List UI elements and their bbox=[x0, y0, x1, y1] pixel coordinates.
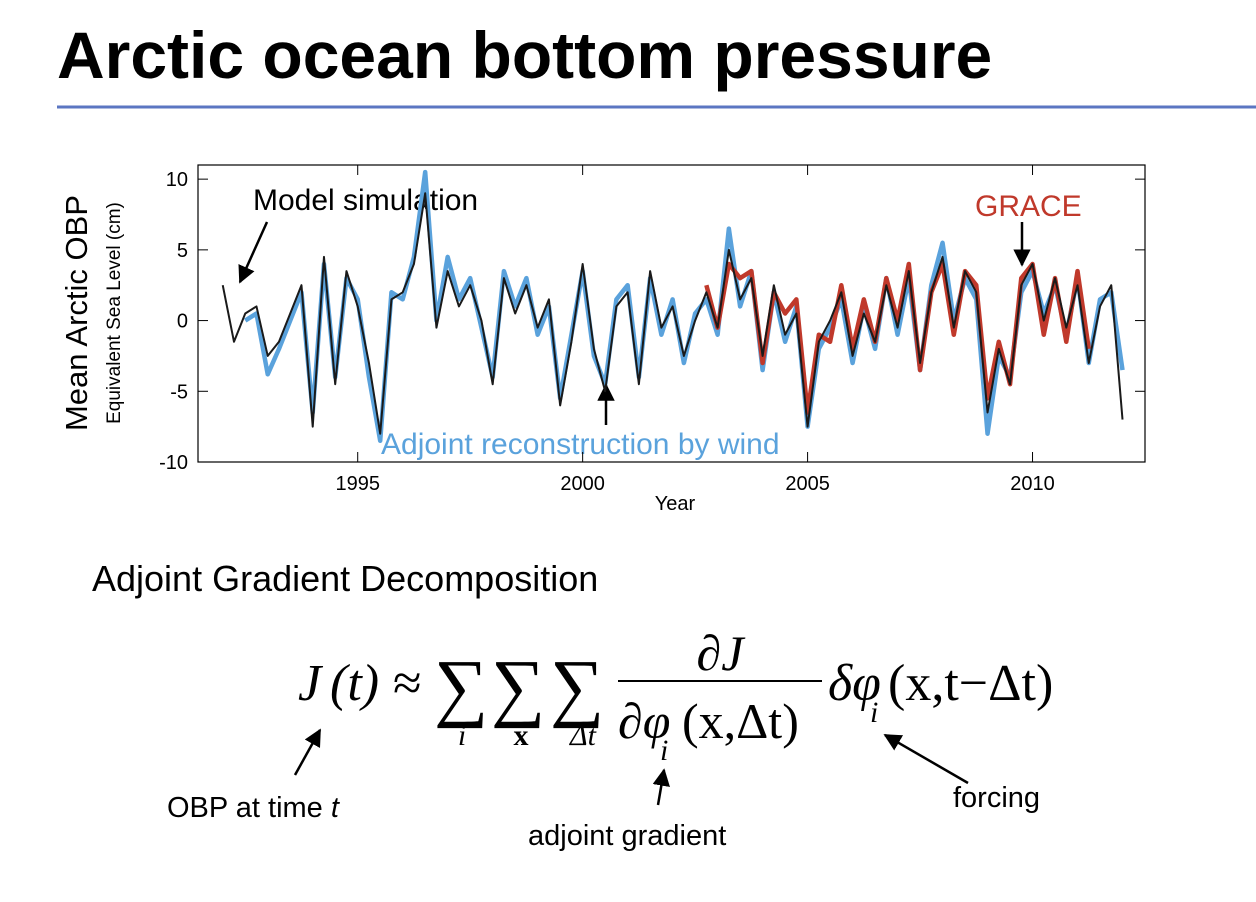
x-tick-label: 2000 bbox=[560, 473, 605, 495]
annotation: Model simulation bbox=[253, 184, 478, 217]
label-text: t bbox=[331, 792, 341, 824]
series-line bbox=[221, 192, 1124, 435]
eq-sub: i bbox=[870, 696, 878, 729]
y-tick-label: 5 bbox=[177, 240, 188, 262]
plot-frame bbox=[197, 164, 1146, 463]
label-arrow bbox=[883, 733, 969, 785]
equation: J (t) ≈ ∑ ∑ ∑ i x Δt ∂J ∂φ i (x,Δt) δφ i… bbox=[298, 625, 1053, 767]
x-tick-label: 2010 bbox=[1010, 473, 1055, 495]
eq-sub: x bbox=[514, 719, 529, 752]
label-arrow bbox=[293, 728, 322, 776]
annotation: GRACE bbox=[975, 190, 1082, 223]
eq-sum: ∑ bbox=[491, 645, 545, 729]
annotation: Adjoint reconstruction by wind bbox=[381, 428, 780, 461]
chart: Mean Arctic OBP Equivalent Sea Level (cm… bbox=[59, 164, 1146, 515]
y-tick-label: -10 bbox=[159, 452, 188, 474]
eq-sub: Δt bbox=[569, 719, 597, 752]
label: OBP at time t bbox=[167, 792, 341, 824]
label: adjoint gradient bbox=[528, 820, 726, 852]
y-tick-label: -5 bbox=[170, 381, 188, 403]
eq-sub: i bbox=[660, 734, 668, 767]
label-arrow bbox=[652, 768, 670, 806]
eq-term: (t) bbox=[330, 655, 379, 712]
x-axis-title: Year bbox=[655, 493, 696, 515]
eq-term: (x,Δt) bbox=[682, 693, 799, 749]
y-axis-title: Mean Arctic OBP bbox=[59, 195, 94, 431]
annotation-arrow bbox=[238, 221, 269, 284]
subtitle: Adjoint Gradient Decomposition bbox=[92, 558, 598, 599]
label-text: OBP at time bbox=[167, 792, 323, 824]
series-group bbox=[221, 169, 1125, 444]
x-tick-label: 1995 bbox=[335, 473, 380, 495]
eq-sum: ∑ bbox=[550, 645, 604, 729]
slide-title: Arctic ocean bottom pressure bbox=[57, 18, 992, 92]
eq-term: δφ bbox=[828, 655, 881, 712]
series-line bbox=[704, 261, 1091, 415]
eq-sum: ∑ bbox=[434, 645, 488, 729]
eq-term: J bbox=[298, 655, 324, 712]
eq-denominator: ∂φ bbox=[618, 693, 670, 749]
y-axis-subtitle: Equivalent Sea Level (cm) bbox=[104, 202, 125, 424]
eq-numerator: ∂J bbox=[697, 625, 747, 681]
eq-sub: i bbox=[458, 719, 466, 752]
eq-term: (x,t−Δt) bbox=[888, 655, 1053, 712]
y-tick-label: 10 bbox=[166, 169, 188, 191]
label: forcing bbox=[953, 782, 1040, 814]
x-tick-label: 2005 bbox=[785, 473, 830, 495]
y-tick-label: 0 bbox=[177, 311, 188, 333]
eq-term: ≈ bbox=[393, 655, 422, 712]
